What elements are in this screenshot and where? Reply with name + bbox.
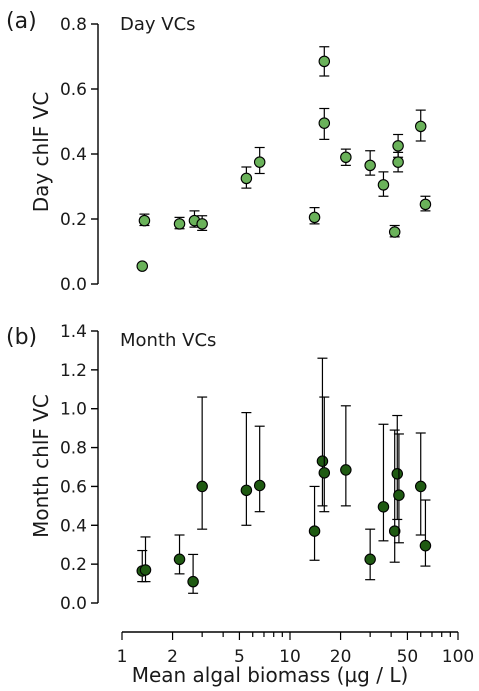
x-axis-label: Mean algal biomass (µg / L) [132,663,409,687]
data-marker [240,484,253,497]
panel-b-data-point [419,499,432,567]
data-marker [392,156,404,168]
data-marker [419,198,432,211]
panel-b-y-tick-label: 0.8 [60,439,87,459]
panel-a-y-tick-label: 0.2 [60,210,87,230]
data-marker [196,480,208,493]
data-marker [139,564,152,576]
panel-b-data-point [393,433,405,544]
data-marker [318,117,331,129]
panel-b-data-point [308,485,321,561]
panel-a-data-point [377,171,390,197]
data-marker [364,159,376,172]
data-marker [340,151,352,164]
panel-b-y-tick-label: 0.2 [60,555,87,575]
panel-a-data-point [414,109,427,142]
panel-b-letter: (b) [6,325,37,350]
panel-b-ylabel: Month chlF VC [29,394,53,538]
panel-a-data-point [308,207,321,225]
panel-a-data [136,46,432,272]
panel-a-data-point [196,215,208,231]
panel-a-data-point [173,216,186,230]
x-tick-label: 50 [397,647,419,667]
data-marker [388,226,401,238]
data-marker [173,218,186,230]
panel-a-data-point [138,213,151,227]
data-marker [253,156,266,168]
x-tick-label: 10 [279,647,301,667]
panel-b-y-axis: 0.0 0.2 0.4 0.6 0.8 1.0 1.2 1.4 [60,322,99,614]
panel-b-y-tick-label: 0.0 [60,594,87,614]
data-marker [414,120,427,133]
panel-b-data-point [173,534,186,575]
panel-a-data-point [253,146,266,175]
x-tick-label: 2 [167,647,178,667]
panel-a-data-point [340,148,352,166]
panel-a-title: Day VCs [120,14,196,35]
x-tick-label: 20 [330,647,352,667]
panel-b-y-tick-label: 1.0 [60,400,87,420]
data-marker [419,539,432,552]
panel-b-data-point [253,425,266,513]
panel-a-data-point [419,195,432,212]
panel-b-data-point [196,396,208,530]
panel-a-y-tick-label: 0.8 [60,15,87,35]
data-marker [240,172,253,185]
panel-b-y-tick-label: 1.2 [60,361,87,381]
panel-b-data [136,357,432,594]
panel-b-data-point [364,528,376,581]
panel-a-y-axis: 0.0 0.2 0.4 0.6 0.8 [60,15,99,295]
data-marker [318,55,331,68]
data-marker [173,553,186,566]
data-marker [136,260,149,272]
data-marker [377,179,390,191]
panel-b-y-tick-label: 0.4 [60,516,87,536]
panel-a-ylabel: Day chlF VC [29,92,53,213]
panel-a-y-tick-label: 0.4 [60,145,87,165]
data-marker [318,467,331,479]
panel-b-data-point [187,553,199,594]
panel-a-letter: (a) [6,9,37,34]
data-marker [253,479,266,492]
panel-b-data-point [391,414,404,521]
panel-b-y-tick-label: 0.6 [60,477,87,497]
panel-b-data-point [414,432,427,536]
panel-a-data-point [136,260,149,272]
x-axis: 1 2 5 10 20 50 100 [117,631,474,667]
x-tick-label: 100 [442,647,474,667]
data-marker [308,525,321,537]
panel-a-data-point [240,166,253,189]
data-marker [308,211,321,224]
data-marker [388,525,401,537]
panel-a-data-point [392,151,404,173]
panel-a-data-point [364,150,376,176]
panel-a-data-point [318,107,331,140]
data-marker [316,455,329,467]
panel-b-y-tick-label: 1.4 [60,322,87,342]
panel-a-y-tick-label: 0.0 [60,275,87,295]
x-tick-label: 1 [117,647,128,667]
data-marker [414,480,427,493]
panel-b-title: Month VCs [120,330,216,351]
data-marker [187,575,199,588]
panel-b-data-point [316,357,329,507]
panel-a-y-tick-label: 0.6 [60,80,87,100]
data-marker [393,489,405,501]
panel-b-data-point [377,423,390,542]
panel-a-data-point [318,46,331,77]
panel-b-data-point [340,405,352,507]
panel-b-data-point [240,412,253,526]
data-marker [340,464,352,476]
data-marker [377,501,390,513]
panel-b-data-point [139,536,152,583]
data-marker [391,468,404,480]
panel-b-data-point [318,396,331,513]
x-tick-label: 5 [234,647,245,667]
data-marker [392,140,404,152]
panel-a-data-point [388,224,401,238]
data-marker [138,214,151,227]
data-marker [196,218,208,230]
data-marker [364,553,376,566]
